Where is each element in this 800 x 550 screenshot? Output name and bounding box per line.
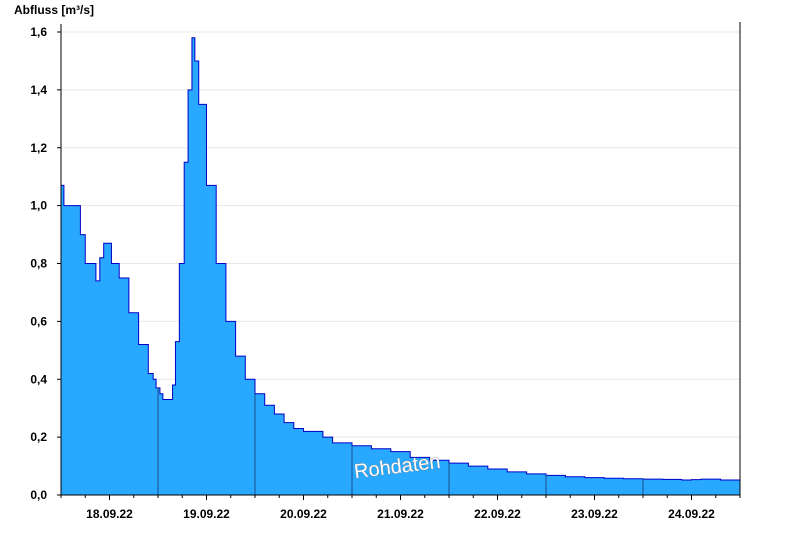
y-tick-label: 1,4 bbox=[30, 83, 47, 97]
x-tick-label: 18.09.22 bbox=[86, 507, 133, 521]
discharge-line bbox=[61, 37, 741, 481]
y-axis-ticks: 0,0 0,2 0,4 0,6 0,8 1,0 1,2 1,4 1,6 bbox=[30, 25, 61, 502]
y-tick-label: 0,8 bbox=[30, 257, 47, 271]
y-tick-label: 0,2 bbox=[30, 430, 47, 444]
x-tick-label: 21.09.22 bbox=[377, 507, 424, 521]
x-tick-label: 23.09.22 bbox=[571, 507, 618, 521]
x-tick-label: 22.09.22 bbox=[474, 507, 521, 521]
x-axis-ticks: 18.09.22 19.09.22 20.09.22 21.09.22 22.09.22… bbox=[60, 495, 741, 521]
y-tick-label: 0,4 bbox=[30, 372, 47, 386]
x-tick-label: 19.09.22 bbox=[183, 507, 230, 521]
y-tick-label: 1,2 bbox=[30, 141, 47, 155]
discharge-area bbox=[61, 37, 740, 495]
y-tick-label: 0,0 bbox=[30, 488, 47, 502]
y-tick-label: 0,6 bbox=[30, 314, 47, 328]
gridlines bbox=[61, 31, 740, 438]
y-tick-label: 1,6 bbox=[30, 25, 47, 39]
x-tick-label: 24.09.22 bbox=[668, 507, 715, 521]
discharge-series bbox=[61, 37, 741, 495]
day-boundaries bbox=[157, 387, 644, 495]
x-tick-label: 20.09.22 bbox=[280, 507, 327, 521]
y-tick-label: 1,0 bbox=[30, 199, 47, 213]
y-axis-title: Abfluss [m³/s] bbox=[14, 3, 94, 17]
